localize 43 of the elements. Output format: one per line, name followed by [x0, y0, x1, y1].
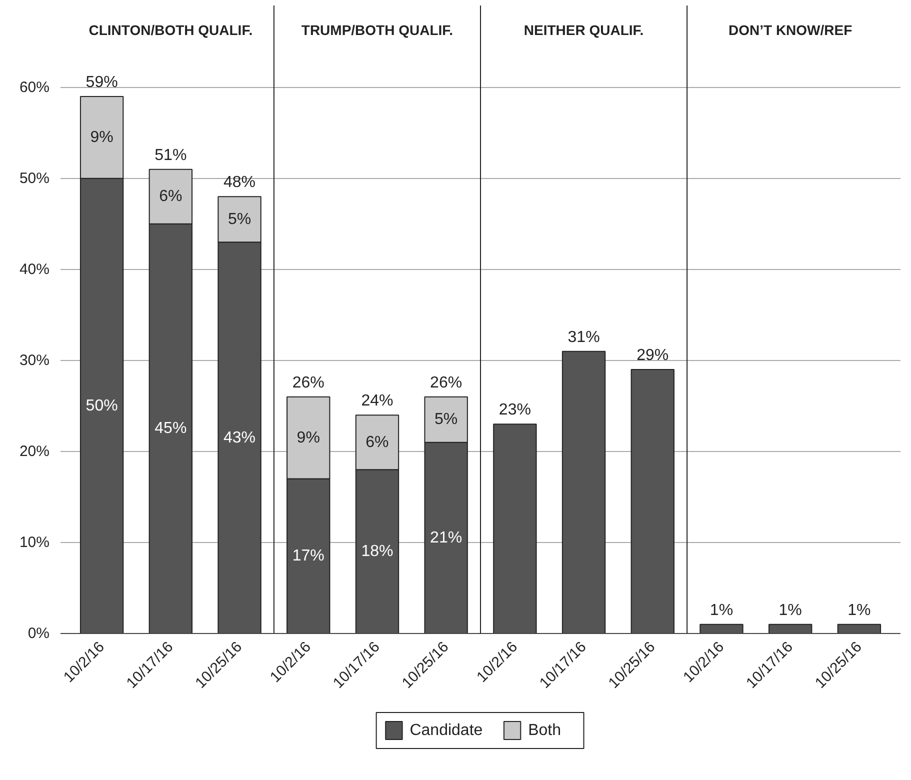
data-label: 43%: [224, 429, 256, 446]
total-label: 59%: [86, 74, 118, 92]
annotation: DON’T KNOW/REF: [728, 22, 853, 38]
data-label: 5%: [228, 210, 252, 228]
total-label: 23%: [498, 402, 531, 419]
total-label: 31%: [568, 328, 600, 346]
total-label: 26%: [430, 374, 462, 392]
data-label: 6%: [366, 434, 389, 451]
y-tick-label: 50%: [19, 170, 50, 187]
bar: [493, 424, 537, 634]
y-tick-label: 30%: [19, 352, 50, 369]
total-label: 29%: [636, 347, 669, 364]
total-label: 1%: [848, 602, 871, 619]
data-label: 5%: [434, 411, 458, 428]
y-tick-label: 60%: [19, 78, 50, 96]
y-tick-label: 20%: [19, 442, 50, 460]
total-label: 1%: [710, 602, 734, 619]
total-label: 26%: [292, 374, 324, 392]
legend-label: Both: [528, 722, 561, 739]
total-label: 51%: [154, 146, 187, 164]
data-label: 6%: [159, 188, 182, 206]
y-tick-label: 40%: [19, 260, 50, 278]
total-label: 48%: [224, 174, 256, 192]
data-label: 9%: [90, 128, 114, 146]
annotation: CLINTON/BOTH QUALIF.: [88, 22, 253, 38]
bar: [562, 350, 606, 634]
annotation: NEITHER QUALIF.: [524, 22, 644, 38]
data-label: 18%: [361, 543, 394, 560]
bar: [630, 369, 674, 634]
data-label: 17%: [292, 548, 324, 565]
data-label: 9%: [296, 429, 320, 446]
data-label: 50%: [86, 397, 118, 414]
legend-label: Candidate: [410, 722, 483, 739]
y-tick-label: 0%: [28, 625, 50, 642]
data-label: 45%: [154, 420, 187, 438]
bar: [768, 624, 812, 634]
total-label: 24%: [361, 392, 394, 410]
annotation: TRUMP/BOTH QUALIF.: [301, 22, 454, 38]
data-label: 21%: [430, 529, 462, 546]
bar: [837, 624, 882, 634]
total-label: 1%: [778, 602, 802, 619]
bar: [700, 624, 744, 634]
y-tick-label: 10%: [19, 534, 50, 551]
